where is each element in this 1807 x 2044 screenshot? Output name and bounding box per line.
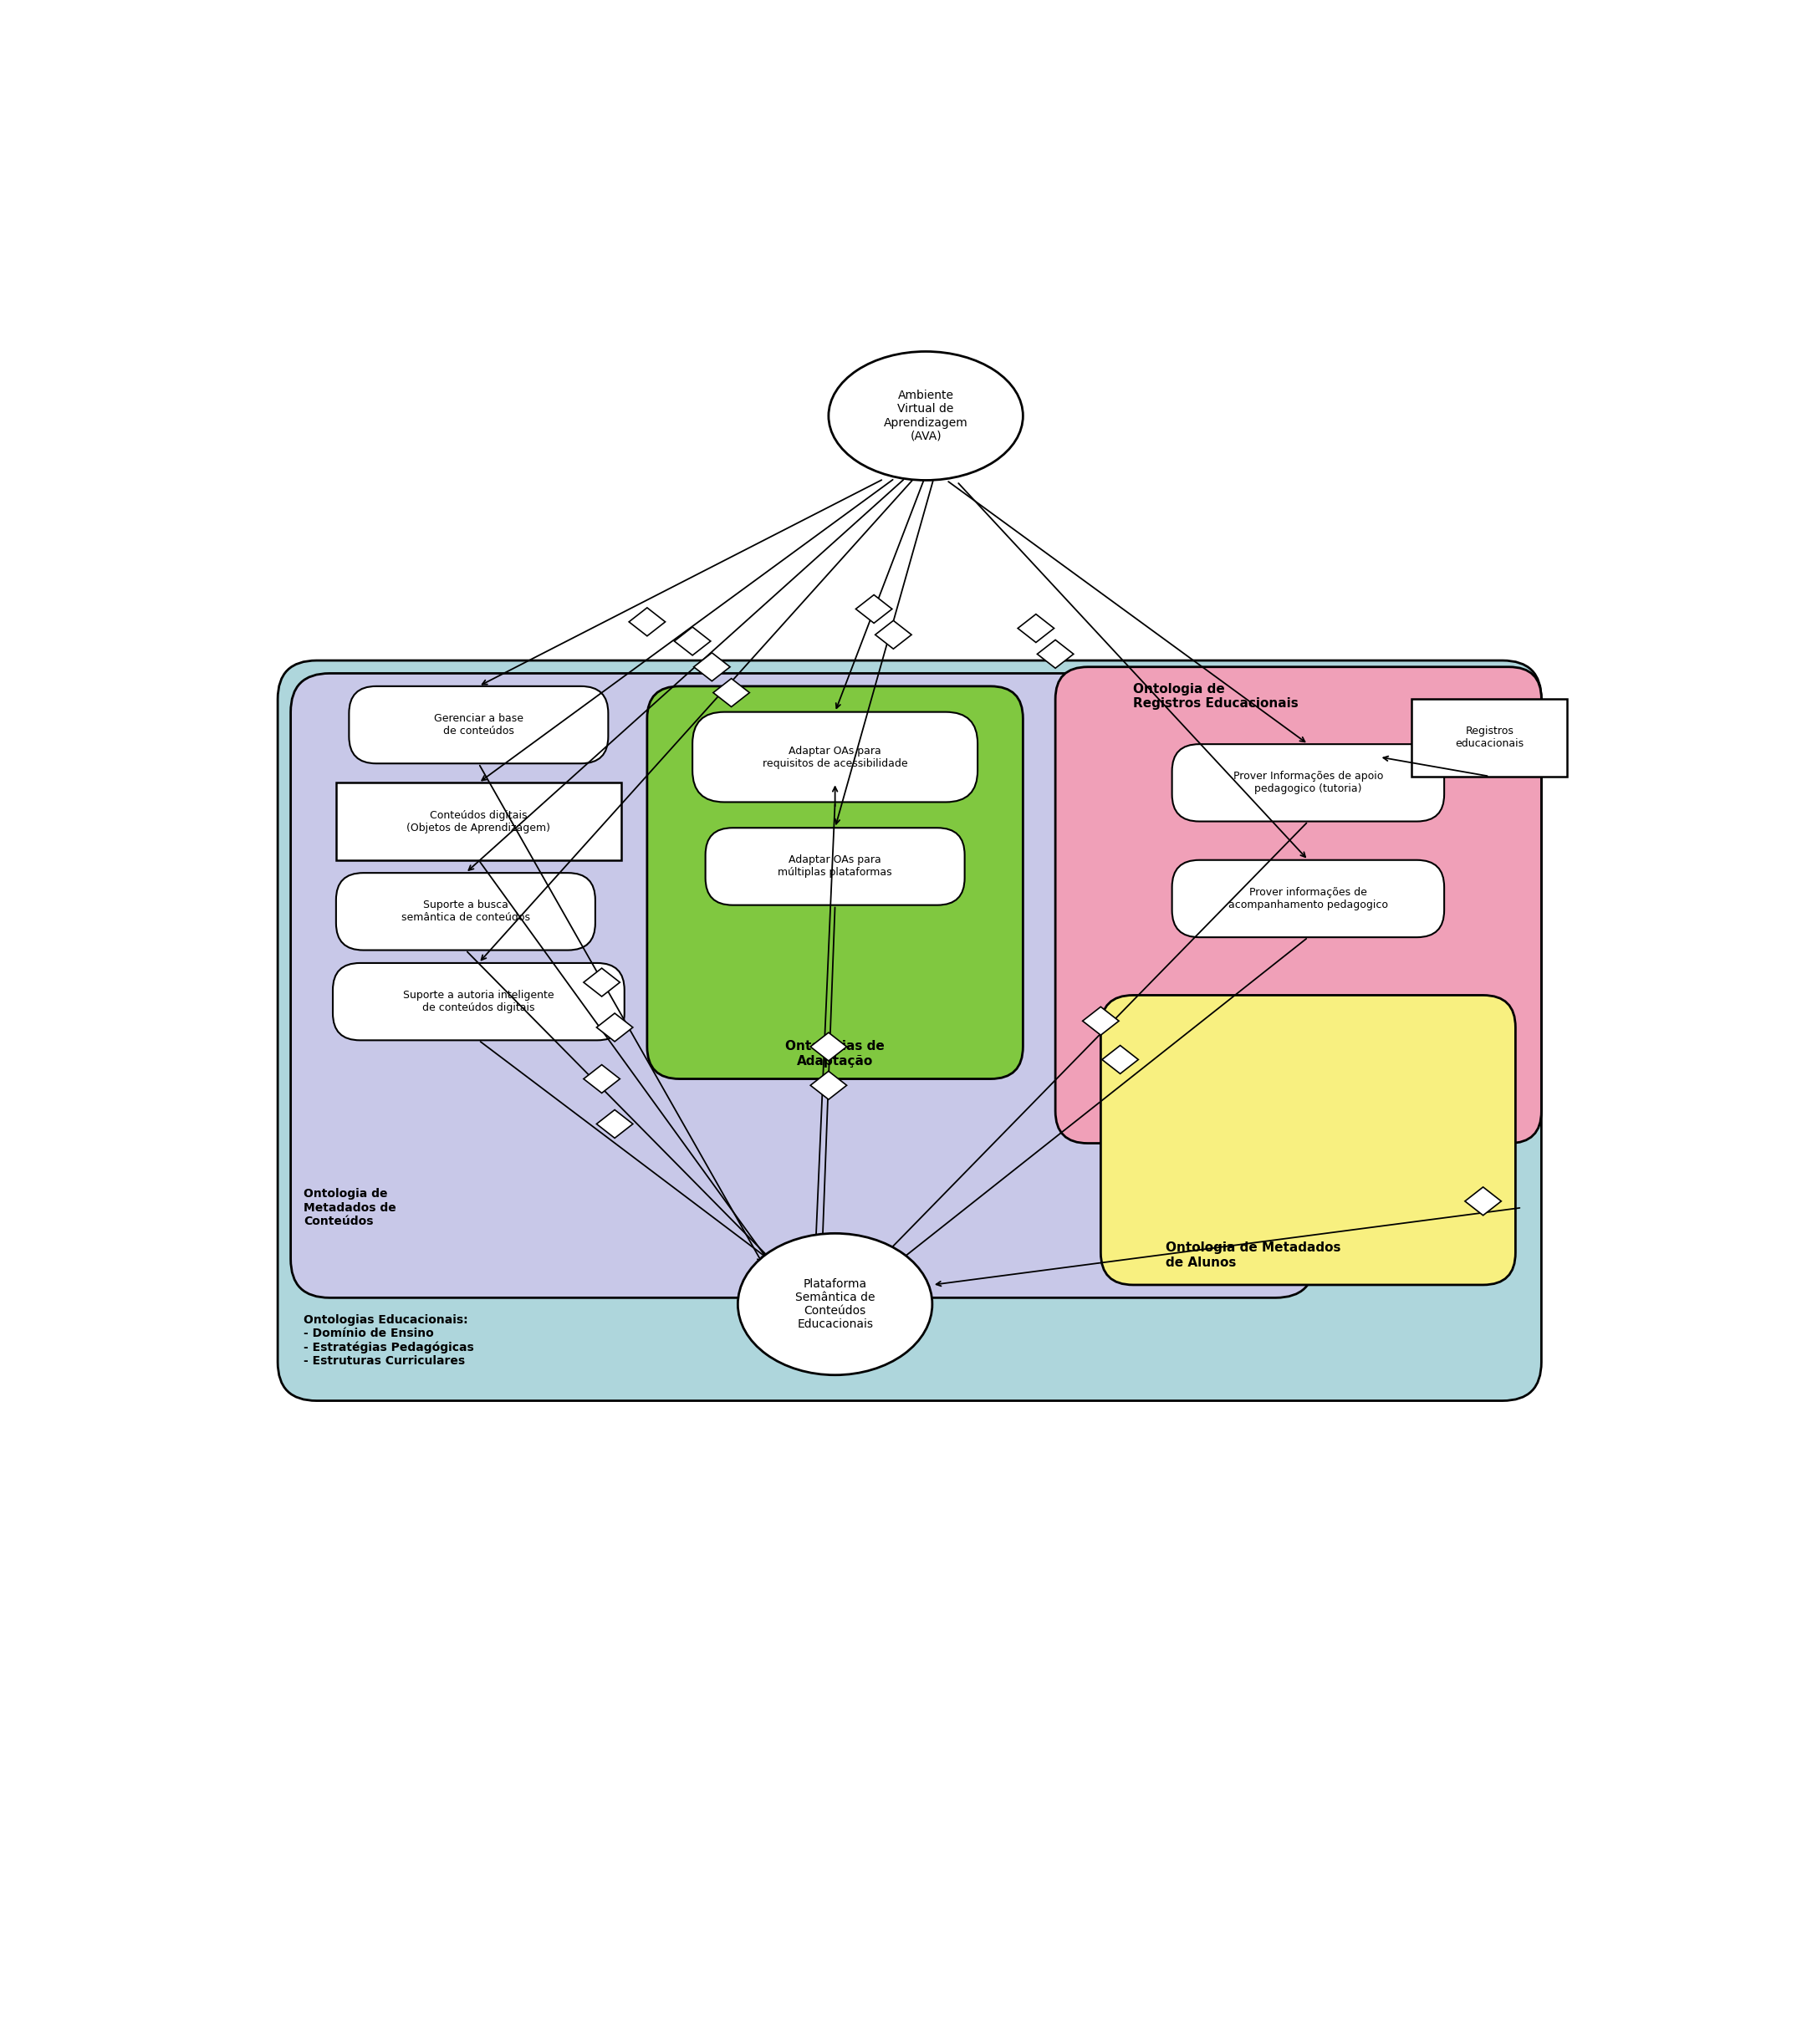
Text: Plataforma
Semântica de
Conteúdos
Educacionais: Plataforma Semântica de Conteúdos Educac… (795, 1278, 875, 1331)
FancyBboxPatch shape (332, 963, 625, 1040)
Text: Ontologias Educacionais:
- Domínio de Ensino
- Estratégias Pedagógicas
- Estrutu: Ontologias Educacionais: - Domínio de En… (304, 1314, 473, 1367)
FancyBboxPatch shape (336, 783, 622, 861)
FancyBboxPatch shape (1100, 995, 1516, 1286)
Polygon shape (857, 595, 893, 623)
Ellipse shape (829, 352, 1023, 480)
Polygon shape (584, 969, 620, 997)
Text: Registros
educacionais: Registros educacionais (1455, 726, 1523, 750)
FancyBboxPatch shape (1411, 699, 1567, 777)
Text: Prover Informações de apoio
pedagogico (tutoria): Prover Informações de apoio pedagogico (… (1232, 771, 1382, 795)
Polygon shape (674, 628, 710, 656)
Text: Suporte a busca
semântica de conteúdos: Suporte a busca semântica de conteúdos (401, 899, 529, 924)
Text: Ambiente
Virtual de
Aprendizagem
(AVA): Ambiente Virtual de Aprendizagem (AVA) (884, 390, 969, 442)
FancyBboxPatch shape (1055, 666, 1541, 1143)
FancyBboxPatch shape (692, 711, 978, 801)
Ellipse shape (737, 1233, 932, 1376)
Polygon shape (596, 1014, 632, 1042)
Polygon shape (1465, 1188, 1502, 1216)
FancyBboxPatch shape (1173, 861, 1444, 938)
Text: Adaptar OAs para
requisitos de acessibilidade: Adaptar OAs para requisitos de acessibil… (763, 746, 907, 769)
Polygon shape (629, 607, 665, 636)
Polygon shape (694, 652, 730, 681)
Polygon shape (596, 1110, 632, 1139)
FancyBboxPatch shape (705, 828, 965, 905)
Polygon shape (810, 1032, 847, 1061)
FancyBboxPatch shape (291, 672, 1314, 1298)
Text: Ontologia de
Registros Educacionais: Ontologia de Registros Educacionais (1133, 683, 1299, 709)
FancyBboxPatch shape (336, 873, 595, 950)
Text: Adaptar OAs para
múltiplas plataformas: Adaptar OAs para múltiplas plataformas (779, 854, 893, 879)
Polygon shape (875, 621, 911, 648)
Polygon shape (810, 1071, 847, 1100)
FancyBboxPatch shape (278, 660, 1541, 1400)
Polygon shape (1102, 1044, 1138, 1073)
Polygon shape (1082, 1008, 1119, 1034)
Text: Suporte a autoria inteligente
de conteúdos digitais: Suporte a autoria inteligente de conteúd… (403, 989, 555, 1014)
Polygon shape (584, 1065, 620, 1094)
Polygon shape (1037, 640, 1073, 668)
Polygon shape (714, 679, 750, 707)
Text: Ontologias de
Adaptação: Ontologias de Adaptação (786, 1040, 885, 1067)
Text: Ontologia de Metadados
de Alunos: Ontologia de Metadados de Alunos (1166, 1241, 1341, 1269)
Text: Prover informações de
acompanhamento pedagogico: Prover informações de acompanhamento ped… (1229, 887, 1388, 910)
Text: Conteúdos digitais
(Objetos de Aprendizagem): Conteúdos digitais (Objetos de Aprendiza… (407, 809, 551, 834)
Text: Gerenciar a base
de conteúdos: Gerenciar a base de conteúdos (434, 713, 524, 736)
FancyBboxPatch shape (647, 687, 1023, 1079)
Polygon shape (1017, 613, 1053, 642)
Text: Ontologia de
Metadados de
Conteúdos: Ontologia de Metadados de Conteúdos (304, 1188, 396, 1226)
FancyBboxPatch shape (1173, 744, 1444, 822)
FancyBboxPatch shape (349, 687, 609, 764)
